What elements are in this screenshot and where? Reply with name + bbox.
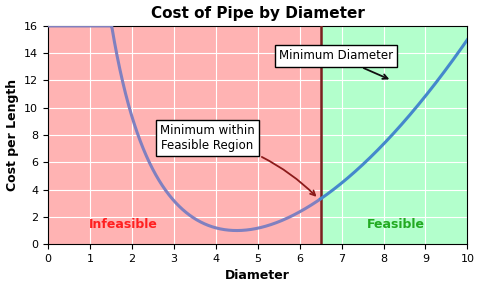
Text: Minimum within
Feasible Region: Minimum within Feasible Region: [160, 124, 315, 196]
X-axis label: Diameter: Diameter: [225, 270, 290, 283]
Text: Feasible: Feasible: [367, 217, 425, 230]
Title: Cost of Pipe by Diameter: Cost of Pipe by Diameter: [151, 5, 365, 20]
Y-axis label: Cost per Length: Cost per Length: [6, 79, 19, 191]
Text: Minimum Diameter: Minimum Diameter: [279, 50, 393, 79]
Bar: [48, 26, 321, 244]
Bar: [321, 26, 468, 244]
Text: Infeasible: Infeasible: [89, 217, 158, 230]
